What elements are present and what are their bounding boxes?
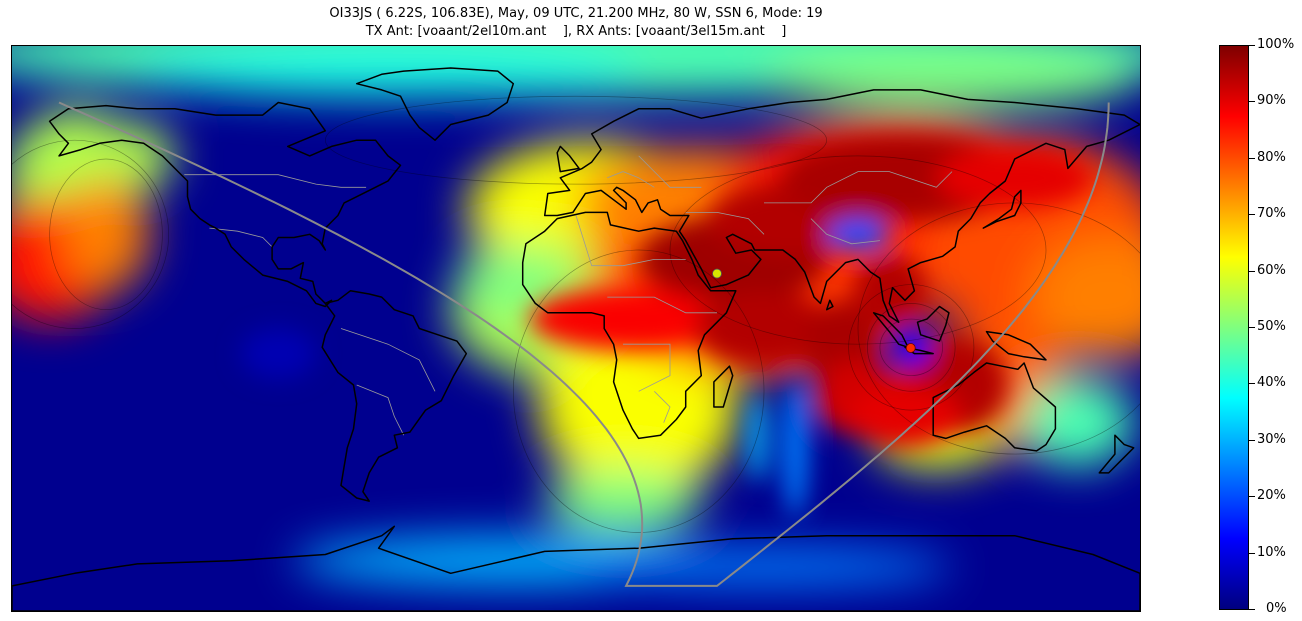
reliability-blob — [456, 243, 570, 320]
reliability-blob — [1030, 234, 1140, 360]
colorbar-tick-label: 100% — [1257, 37, 1295, 52]
reliability-blob — [99, 124, 175, 188]
colorbar-tick-label: 20% — [1257, 488, 1286, 504]
country-border — [607, 171, 655, 188]
country-border — [623, 343, 671, 392]
colorbar-tick-label: 0% — [1266, 601, 1287, 616]
colorbar-tick-label: 40% — [1257, 375, 1286, 391]
coastline-south-america — [321, 290, 468, 502]
colorbar-tick-label: 10% — [1257, 544, 1286, 560]
colorbar-gradient — [1220, 46, 1248, 609]
colorbar-tick — [1249, 214, 1255, 216]
contour-line — [324, 95, 828, 185]
reliability-blob — [529, 287, 717, 351]
country-border — [764, 171, 953, 204]
coastline-north-america — [48, 101, 402, 308]
coastline-eurasia — [543, 89, 1140, 323]
colorbar-tick — [1249, 101, 1255, 103]
coastline-madagascar — [713, 365, 734, 408]
contour-line — [857, 202, 1140, 455]
day-night-terminator — [58, 101, 1110, 587]
contour-line — [512, 249, 765, 533]
colorbar-tick — [1249, 270, 1255, 272]
country-border — [575, 215, 686, 267]
reliability-blob — [137, 46, 639, 97]
contour-line — [848, 284, 975, 411]
reliability-blob — [240, 328, 316, 379]
coastline-sri-lanka — [825, 299, 834, 311]
coastline-new-zealand — [1098, 434, 1135, 474]
country-border — [184, 174, 367, 188]
country-border — [638, 155, 702, 188]
reliability-blob — [695, 290, 833, 367]
country-border — [356, 384, 405, 436]
colorbar-tick-label: 30% — [1257, 431, 1286, 447]
contour-line — [669, 155, 1047, 345]
reliability-blob — [544, 469, 702, 533]
contour-line — [49, 158, 163, 311]
colorbar-tick-label: 80% — [1257, 149, 1286, 165]
transmitter-marker[interactable] — [905, 343, 916, 353]
country-border — [340, 328, 436, 392]
reliability-contours — [12, 95, 1140, 533]
country-border — [654, 391, 671, 423]
country-border — [209, 227, 273, 248]
country-border — [607, 296, 717, 314]
chart-title-line-2: TX Ant: [voaant/2el10m.ant ], RX Ants: [… — [365, 24, 787, 39]
colorbar-tick — [1249, 552, 1255, 554]
coastlines — [12, 67, 1140, 611]
coastline-greenland — [355, 67, 515, 141]
colorbar-tick-label: 90% — [1257, 93, 1286, 109]
colorbar-tick — [1249, 439, 1255, 441]
coastline-japan — [982, 189, 1022, 229]
reliability-blob — [748, 394, 768, 483]
colorbar — [1219, 45, 1249, 610]
reliability-heatmap-detail — [240, 133, 1093, 517]
colorbar-tick — [1249, 383, 1255, 385]
colorbar-tick — [1249, 496, 1255, 498]
chart-title-line-1: OI33JS ( 6.22S, 106.83E), May, 09 UTC, 2… — [329, 6, 823, 21]
colorbar-tick-label: 50% — [1257, 319, 1286, 334]
contour-line — [12, 139, 169, 329]
contour-line — [867, 303, 956, 392]
colorbar-tick — [1249, 609, 1255, 610]
country-borders — [184, 155, 953, 436]
reliability-blob — [782, 378, 808, 517]
colorbar-tick — [1249, 327, 1255, 328]
reliability-blob — [576, 548, 952, 586]
receiver-marker[interactable] — [712, 268, 722, 279]
reliability-blob — [936, 146, 1093, 210]
coastline-australia — [932, 362, 1057, 452]
coastline-uk — [556, 145, 580, 173]
coastline-borneo — [916, 305, 950, 342]
coastline-antarctica — [12, 525, 1140, 611]
reliability-blob — [826, 218, 890, 251]
colorbar-tick-label: 60% — [1257, 262, 1286, 278]
colorbar-tick-label: 70% — [1257, 206, 1286, 222]
coastline-africa — [521, 211, 737, 440]
country-border — [685, 212, 765, 235]
contour-line — [879, 318, 943, 376]
colorbar-tick — [1249, 45, 1255, 46]
country-border — [810, 218, 880, 245]
colorbar-tick — [1249, 157, 1255, 159]
coverage-map[interactable] — [11, 45, 1141, 612]
reliability-blob — [62, 177, 150, 291]
